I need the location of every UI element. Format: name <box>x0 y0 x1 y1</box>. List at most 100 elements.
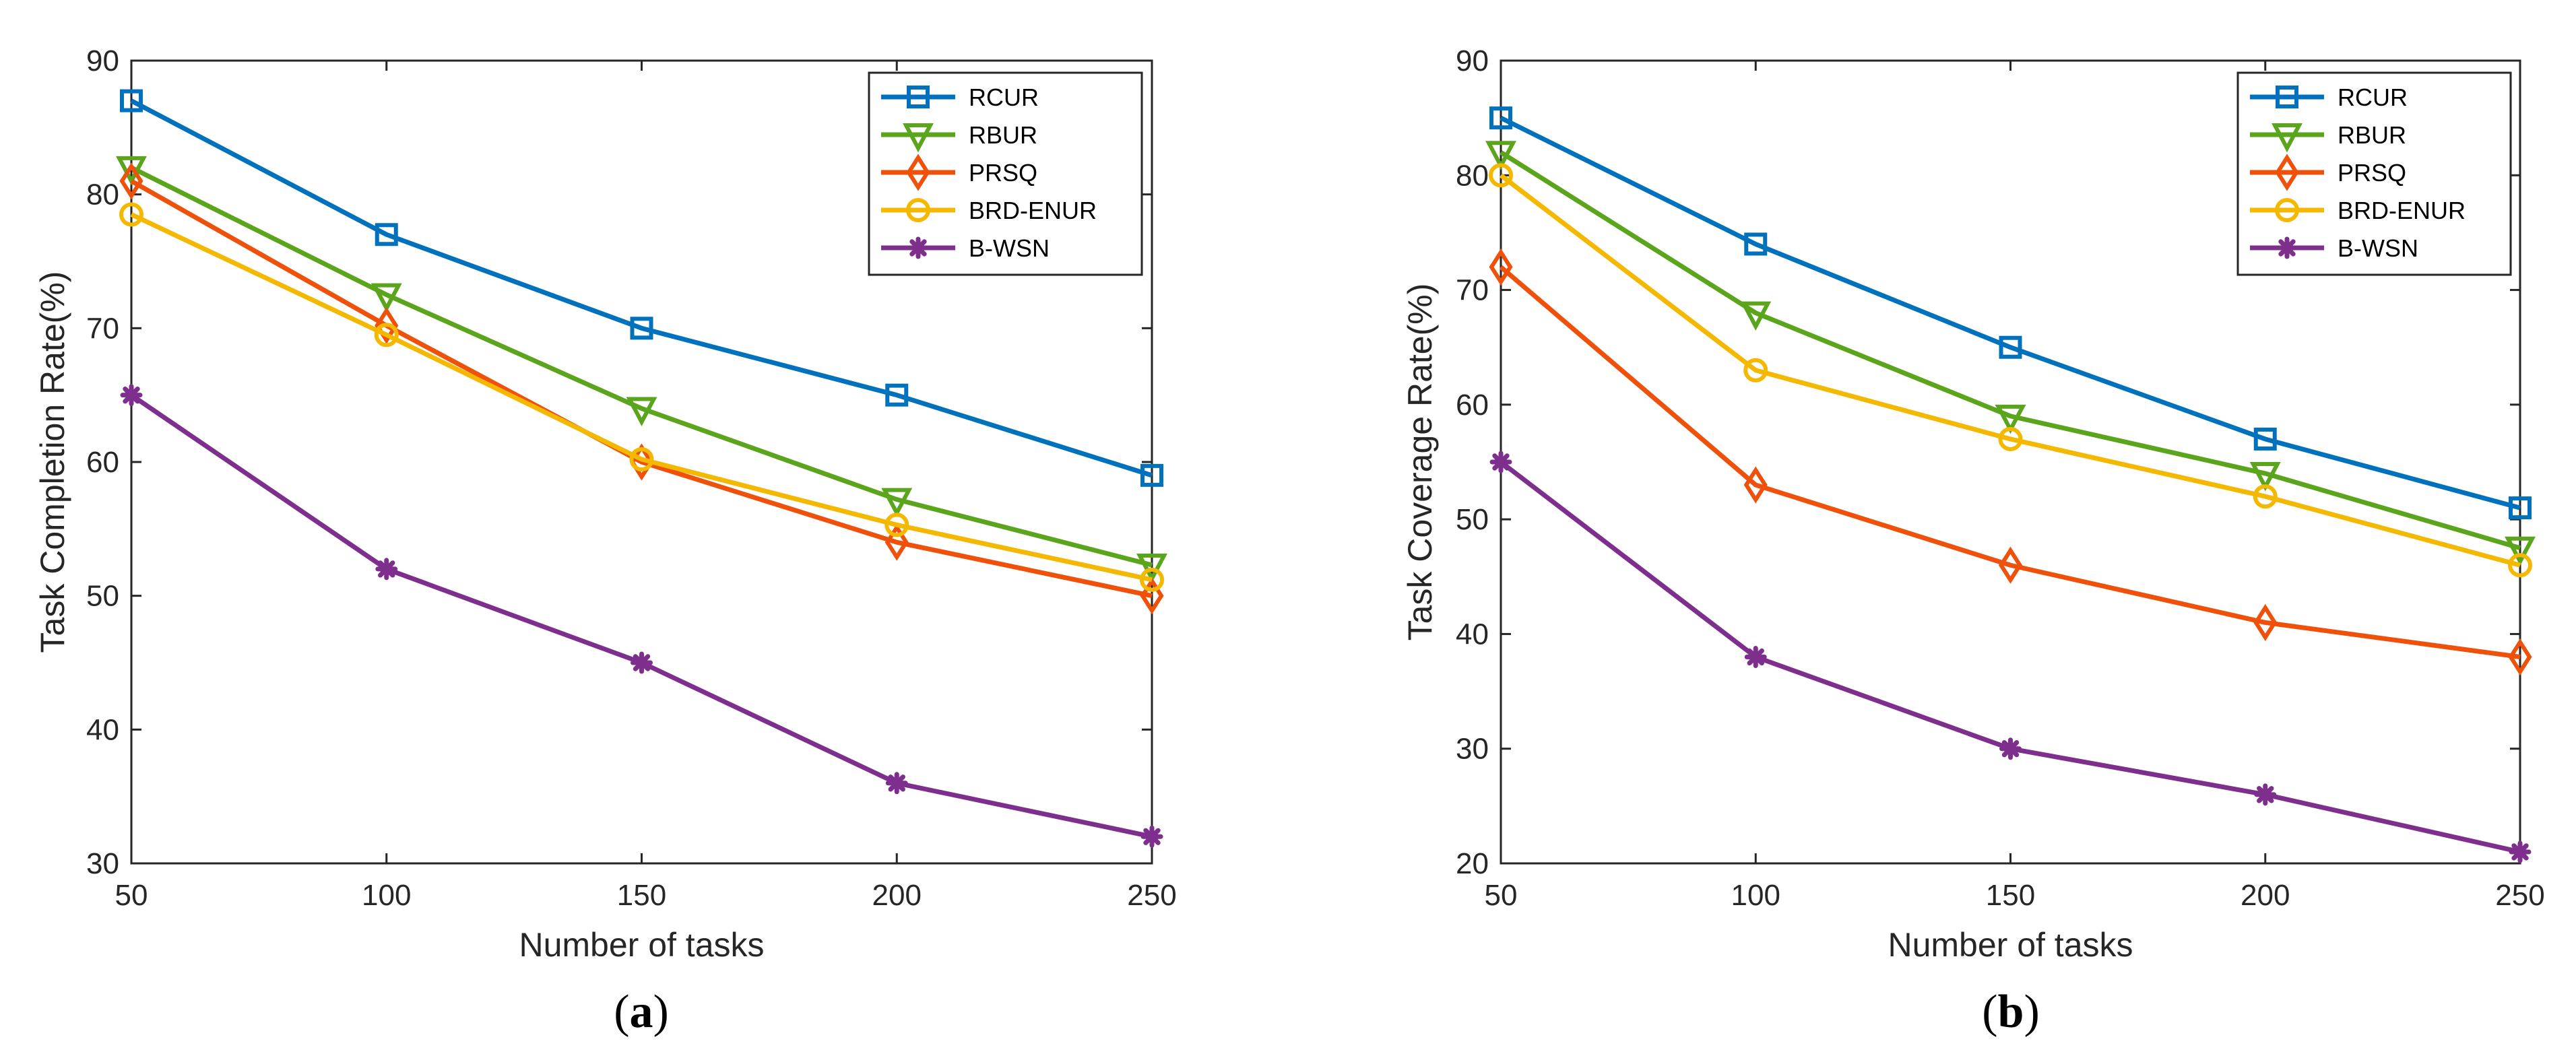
data-point <box>375 558 398 581</box>
data-point <box>884 513 909 537</box>
data-point <box>1999 737 2022 760</box>
data-point <box>2508 638 2532 676</box>
data-point <box>119 162 143 200</box>
y-tick-label: 30 <box>1456 733 1489 766</box>
data-point <box>120 384 143 407</box>
series-line <box>130 212 1153 583</box>
data-point <box>1489 106 1512 130</box>
data-point <box>885 383 909 407</box>
legend: RCUR RBUR PRSQ BRD-ENUR B-WSN <box>2236 71 2512 276</box>
chart-a: 50 100 150 200 250 30 40 50 60 70 80 90 Number of ta… <box>34 44 1177 1038</box>
y-axis-label: Task Coverage Rate(%) <box>1401 284 1439 641</box>
data-point <box>1740 301 1772 331</box>
panel-label: (b) <box>1982 986 2040 1038</box>
data-point <box>371 283 402 313</box>
series-prsq <box>1489 248 2532 676</box>
panel-paren-close: ) <box>653 986 669 1038</box>
data-point <box>120 89 143 112</box>
series-brd-enur <box>119 202 1164 592</box>
legend-marker <box>906 198 930 222</box>
y-tick-label: 70 <box>1456 274 1489 307</box>
data-point <box>626 397 657 426</box>
y-axis-label: Task Completion Rate(%) <box>34 271 71 653</box>
legend-label: BRD-ENUR <box>2338 197 2466 224</box>
series-rcur <box>120 89 1163 487</box>
series-b-wsn <box>120 384 1163 848</box>
data-point <box>2509 496 2532 520</box>
x-tick-label: 200 <box>872 879 922 912</box>
panel-letter: a <box>630 986 653 1038</box>
series-rbur <box>116 156 1167 583</box>
panel-paren-open: ( <box>614 986 629 1038</box>
legend-marker <box>2276 86 2298 108</box>
series-line <box>130 165 1153 568</box>
x-tick-label: 50 <box>115 879 148 912</box>
data-point <box>1136 553 1167 583</box>
x-tick-label: 100 <box>362 879 411 912</box>
legend-label: B-WSN <box>969 234 1050 262</box>
legend-marker <box>906 154 930 191</box>
series-line <box>1500 116 2521 510</box>
x-tick-label: 250 <box>2495 879 2544 912</box>
legend-marker <box>2275 198 2299 222</box>
data-point <box>885 772 908 795</box>
panel-paren-close: ) <box>2024 986 2039 1038</box>
data-point <box>629 447 654 472</box>
legend-label: RBUR <box>2338 121 2406 149</box>
y-tick-label: 30 <box>86 847 119 880</box>
data-point <box>1995 404 2026 434</box>
y-tick-label: 80 <box>86 178 119 211</box>
data-point <box>2253 603 2278 641</box>
legend-marker <box>2272 123 2303 153</box>
x-tick-label: 250 <box>1127 879 1176 912</box>
series-line <box>130 178 1153 599</box>
series-line <box>1499 265 2521 659</box>
y-tick-label: 50 <box>1456 503 1489 536</box>
legend-marker <box>903 123 934 153</box>
series-rcur <box>1489 106 2532 520</box>
data-point <box>2249 462 2281 492</box>
x-tick-label: 150 <box>1986 879 2035 912</box>
data-point <box>1743 466 1768 504</box>
data-point <box>119 202 143 227</box>
legend: RCUR RBUR PRSQ BRD-ENUR B-WSN <box>868 71 1143 276</box>
data-point <box>374 323 399 348</box>
y-tick-label: 60 <box>86 446 119 479</box>
data-point <box>1999 335 2022 359</box>
x-tick-label: 100 <box>1731 879 1780 912</box>
y-tick-label: 80 <box>1456 159 1489 192</box>
x-axis-label: Number of tasks <box>519 926 764 964</box>
data-point <box>1140 567 1164 592</box>
y-tick-label: 40 <box>86 713 119 746</box>
series-line <box>130 98 1153 478</box>
legend-label: RBUR <box>969 121 1037 149</box>
data-point <box>1998 426 2023 451</box>
y-tick-label: 50 <box>86 580 119 613</box>
y-tick-label: 40 <box>1456 618 1489 651</box>
data-point <box>2253 427 2277 451</box>
y-tick-label: 20 <box>1456 847 1489 880</box>
x-tick-label: 50 <box>1485 879 1518 912</box>
data-point <box>1998 546 2023 584</box>
data-point <box>1140 463 1163 487</box>
data-point <box>2254 783 2277 806</box>
panel-label: (a) <box>614 986 669 1038</box>
y-tick-label: 60 <box>1456 389 1489 422</box>
data-point <box>375 306 399 344</box>
series-brd-enur <box>1489 163 2532 578</box>
y-tick-label: 90 <box>86 44 119 77</box>
data-point <box>1489 451 1512 473</box>
legend-label: PRSQ <box>2338 159 2406 187</box>
legend-marker <box>2276 236 2298 259</box>
data-point <box>881 488 913 518</box>
y-tick-label: 70 <box>86 312 119 345</box>
data-point <box>2508 553 2532 578</box>
data-point <box>1489 248 1513 286</box>
data-point <box>2253 484 2278 509</box>
legend-label: RCUR <box>969 84 1039 111</box>
legend-marker <box>2275 154 2299 191</box>
data-point <box>884 523 909 561</box>
chart-b: 50 100 150 200 250 20 30 40 50 60 70 80 90 Number of … <box>1401 44 2545 1038</box>
data-point <box>631 651 653 674</box>
